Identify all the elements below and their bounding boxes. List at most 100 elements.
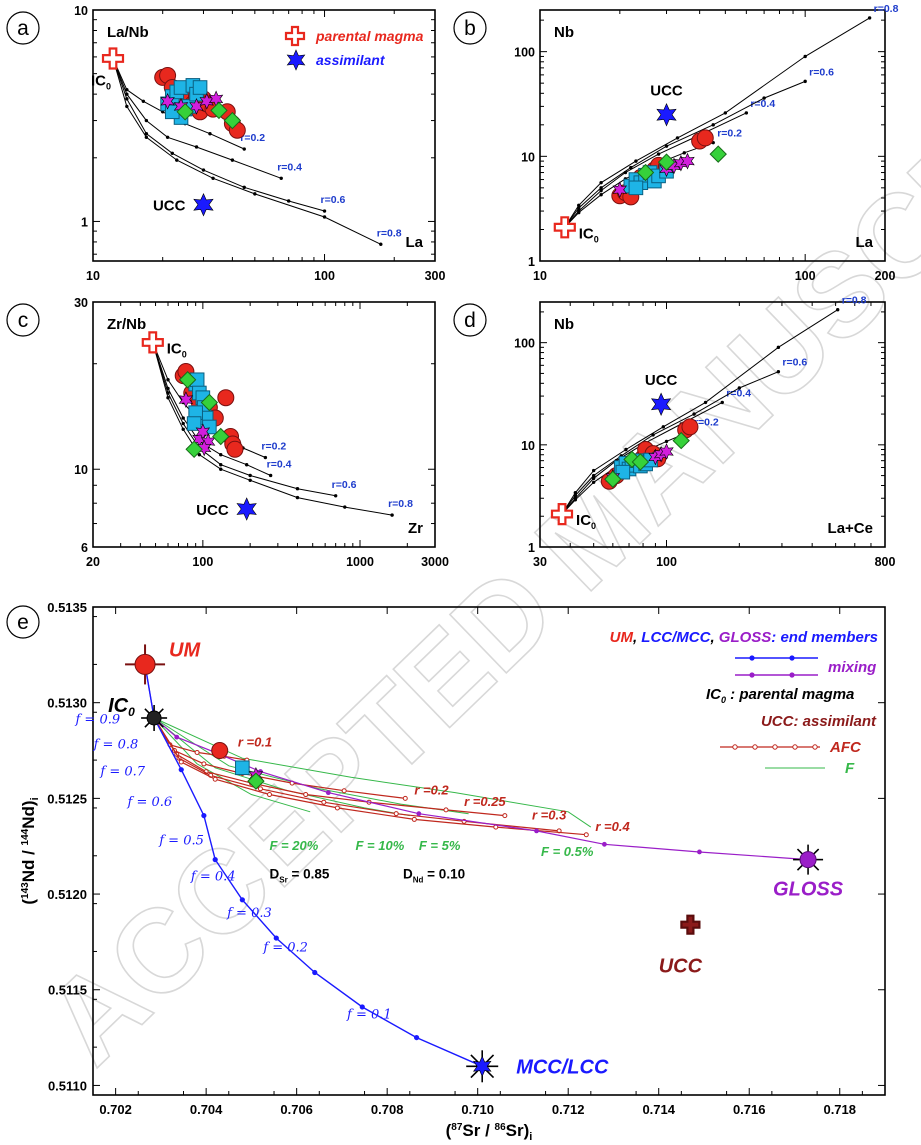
afc-curve-label: r =0.4: [595, 819, 630, 834]
legend-afc-point: [812, 744, 818, 750]
afc-curve-point: [194, 145, 199, 149]
afc-curve-point: [599, 188, 603, 193]
sample-green-diamond: [223, 111, 242, 130]
afc-curve-point: [711, 123, 715, 127]
afc-curve-point: [703, 400, 708, 405]
sample-magenta-star: [659, 443, 674, 460]
f-label: f = 0.1: [346, 1007, 392, 1022]
legend-mixing-label: mixing: [828, 659, 876, 676]
f-label: f = 0.3: [226, 906, 272, 921]
mixing-blue-point: [178, 767, 184, 773]
afc-curve-point: [242, 185, 246, 190]
afc-curve-point: [212, 776, 218, 782]
f-label: f = 0.6: [127, 795, 173, 810]
curve-label: r=0.4: [750, 98, 775, 110]
curve-label: r=0.8: [377, 227, 402, 239]
afc-curve-point: [591, 476, 596, 481]
afc-curve-point: [402, 795, 408, 801]
y-tick-label: 10: [74, 463, 88, 477]
afc-curve-point: [248, 473, 252, 478]
curve-label: r=0.4: [267, 458, 292, 470]
sample-green-diamond: [657, 153, 676, 171]
sample-green-diamond: [178, 371, 197, 389]
ic0-label: IC0: [167, 340, 187, 359]
afc-curve-point: [334, 805, 340, 811]
sample-red-circle: [681, 418, 699, 436]
afc-curve: [112, 58, 325, 212]
afc-curve-point: [197, 453, 202, 457]
x-axis-label: La: [405, 234, 423, 251]
ucc-cross-marker: [680, 914, 701, 935]
x-tick-label: 100: [795, 269, 816, 283]
mixing-purple-point: [534, 828, 539, 834]
afc-curve-point: [248, 478, 252, 482]
afc-curve-point: [144, 135, 149, 140]
sample-green-diamond: [212, 427, 230, 446]
afc-curve-point: [144, 131, 149, 136]
sample-red-circle: [696, 129, 714, 147]
curve-label: r=0.2: [240, 132, 265, 144]
panel-letter: e: [17, 611, 29, 634]
afc-curve-point: [867, 16, 872, 20]
x-tick-label: 0.702: [99, 1102, 132, 1117]
f-label: f = 0.2: [262, 940, 308, 955]
x-axis-label: (87Sr / 86Sr)i: [446, 1121, 533, 1143]
x-tick-label: 100: [314, 269, 335, 283]
f-label: f = 0.7: [99, 764, 145, 779]
x-tick-label: 0.710: [461, 1102, 494, 1117]
afc-curve-point: [744, 111, 749, 115]
afc-curve-point: [242, 147, 246, 151]
mixing-blue-point: [413, 1034, 420, 1041]
mcc-lcc-label: MCC/LCC: [516, 1056, 609, 1078]
sample-green-diamond: [176, 103, 194, 121]
afc-curve-point: [175, 158, 179, 162]
mixing-blue-point: [212, 857, 218, 863]
x-tick-label: 3000: [421, 555, 449, 569]
gloss-circle-marker: [799, 851, 817, 869]
y-tick-label: 1: [528, 255, 535, 269]
afc-curve-point: [230, 158, 235, 162]
ic0-label: IC0: [108, 695, 135, 719]
curve-label: r=0.8: [842, 295, 867, 307]
afc-curve-point: [321, 799, 327, 805]
ucc-label: UCC: [196, 502, 229, 519]
legend-mixing-blue-point: [749, 655, 755, 661]
dsr-label: DSr = 0.85: [270, 867, 330, 885]
legend-cross-marker: [284, 25, 306, 47]
panel-letter-circle: [453, 303, 487, 337]
afc-curve-point: [664, 144, 669, 148]
panel-letter-circle: [6, 605, 40, 639]
legend-afc-point: [752, 744, 758, 750]
mixing-purple-line: [153, 717, 809, 861]
afc-curve-point: [322, 209, 327, 213]
watermark: ACCEPTED MANUSCRIPT: [21, 0, 921, 1090]
afc-curve-point: [577, 209, 581, 213]
sample-magenta-star: [160, 92, 175, 110]
panel-letter: b: [464, 17, 476, 40]
y-tick-label: 0.5115: [48, 983, 87, 998]
afc-curve-point: [591, 473, 596, 478]
curve-label: r=0.8: [874, 3, 899, 15]
f-label: f = 0.4: [190, 870, 236, 885]
sample-cyan-square: [615, 464, 631, 480]
afc-curve-point: [720, 400, 724, 405]
afc-curve-point: [257, 786, 263, 792]
sample-red-circle: [211, 742, 229, 760]
x-tick-label: 0.712: [552, 1102, 585, 1117]
afc-curve-point: [166, 378, 170, 382]
mixing-blue-point: [273, 935, 279, 941]
mixing-purple-point: [325, 790, 331, 796]
afc-curve-point: [201, 761, 207, 767]
afc-curve: [561, 309, 838, 515]
legend-f-label: F: [845, 760, 855, 777]
panel-a: 10 100 300 1 10 a La/Nb La r=0.2 r=0.4 r=0.6 r=0.8 I…: [6, 4, 445, 283]
afc-curve-point: [577, 203, 581, 208]
legend-mixing-purple-point: [749, 672, 755, 678]
afc-curve-point: [776, 345, 781, 350]
legend-afc-point: [772, 744, 778, 750]
legend-afc-point: [732, 744, 738, 750]
x-tick-label: 0.708: [371, 1102, 404, 1117]
y-axis-label: (143Nd / 144Nd)i: [19, 797, 41, 904]
y-tick-label: 0.5125: [47, 791, 87, 806]
x-tick-label: 1000: [346, 555, 374, 569]
